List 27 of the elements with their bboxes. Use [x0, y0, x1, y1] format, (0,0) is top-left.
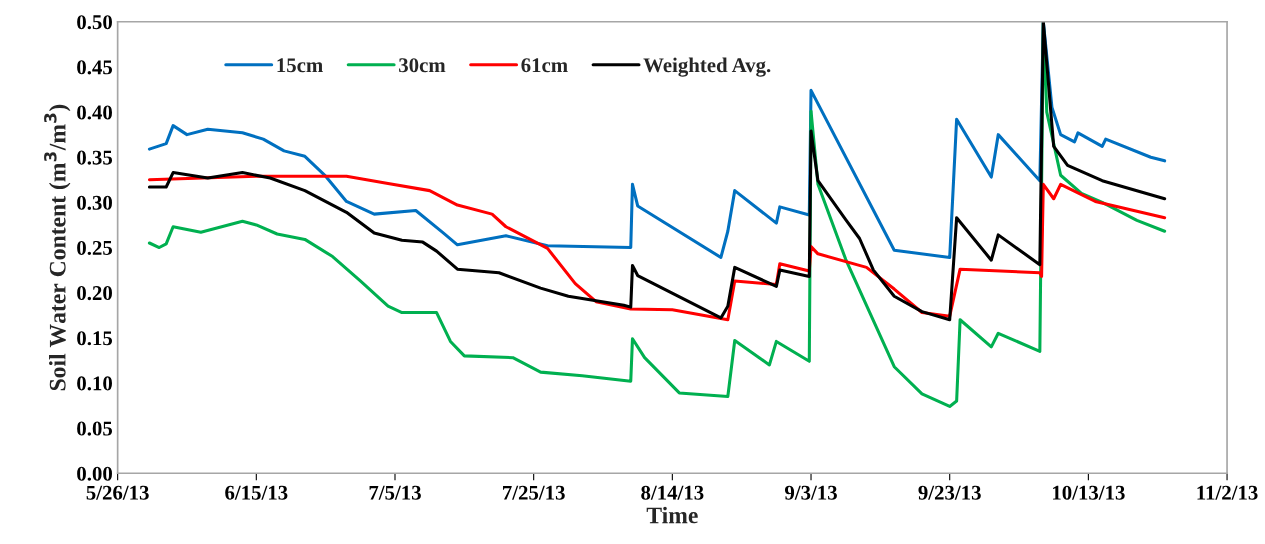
x-tick-label: 8/14/13	[641, 485, 704, 500]
y-tick-label: 0.45	[77, 60, 113, 75]
x-tick-label: 6/15/13	[225, 485, 288, 500]
line-series	[147, 21, 1167, 322]
y-tick-label: 0.25	[77, 240, 113, 256]
y-tick-label: 0.00	[77, 466, 112, 481]
y-tick-label: 0.35	[77, 150, 113, 165]
y-tick-label: 0.15	[77, 331, 113, 346]
x-tick-label: 5/26/13	[86, 485, 149, 500]
y-tick-label: 0.30	[77, 195, 112, 210]
x-tick-label: 9/23/13	[918, 485, 981, 500]
x-tick-label: 9/3/13	[784, 485, 837, 500]
legend-label: 61cm	[521, 58, 568, 73]
y-tick-label: 0.50	[77, 15, 112, 30]
x-tick-label: 7/25/13	[503, 485, 565, 500]
y-tick-label: 0.20	[77, 286, 112, 301]
y-tick-label: 0.10	[77, 376, 112, 391]
x-axis-title: Time	[646, 506, 698, 524]
y-axis-title: Soil Water Content (m$^{3}$/m$^{3}$)	[44, 104, 71, 391]
x-tick-label: 11/2/13	[1197, 485, 1258, 500]
x-tick-label: 7/5/13	[369, 485, 421, 500]
y-tick-label: 0.40	[77, 105, 112, 120]
y-tick-label: 0.05	[77, 421, 113, 436]
x-tick-label: 10/13/13	[1053, 485, 1125, 500]
legend-label: 30cm	[399, 58, 446, 73]
legend-label: Weighted Avg.	[643, 57, 771, 77]
legend-label: 15cm	[277, 58, 323, 73]
